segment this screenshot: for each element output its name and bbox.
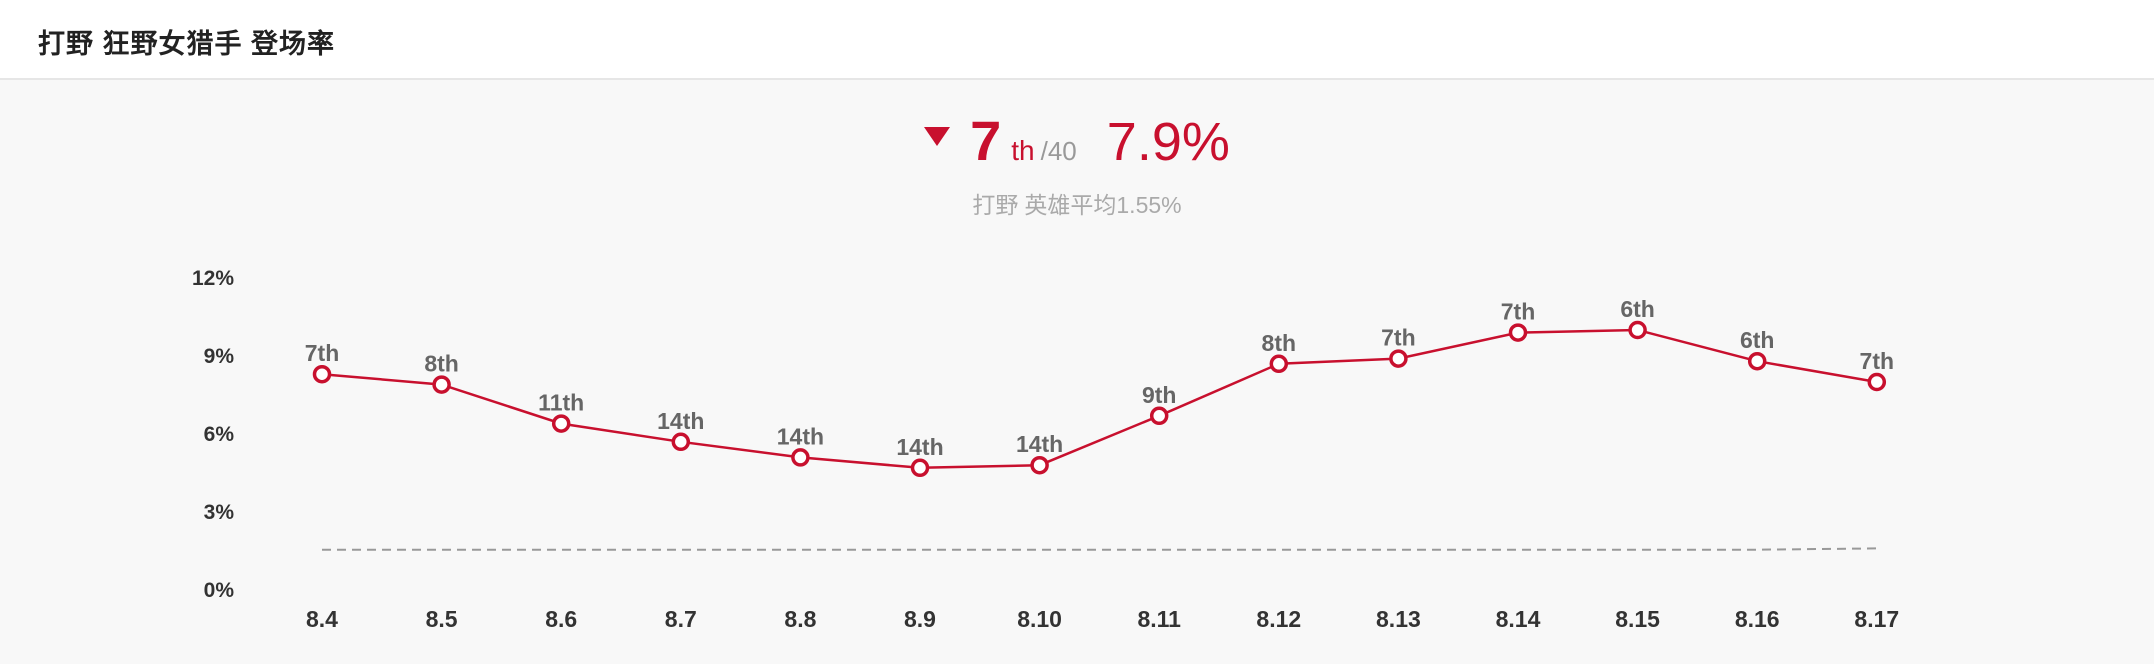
data-point[interactable] <box>1508 323 1528 342</box>
rank-label: 8th <box>1262 330 1297 356</box>
data-point[interactable] <box>312 364 332 384</box>
rank-suffix: th <box>1011 135 1035 166</box>
data-point[interactable] <box>1269 354 1289 374</box>
x-tick-label: 8.17 <box>1854 606 1899 632</box>
data-point[interactable] <box>671 432 691 452</box>
x-tick-label: 8.9 <box>904 606 936 632</box>
data-point[interactable] <box>432 375 451 394</box>
y-tick-label: 12% <box>192 267 234 290</box>
x-tick-label: 8.16 <box>1735 606 1780 632</box>
x-axis: 8.4 8.5 8.6 8.7 8.8 8.9 8.10 8.11 8.12 8.13 8.14 8.… <box>306 606 1899 632</box>
rank-label: 11th <box>538 390 584 416</box>
average-line <box>322 547 1877 551</box>
data-point[interactable] <box>1389 349 1408 368</box>
rank-label: 8th <box>424 351 459 377</box>
triangle-down-icon <box>924 127 951 146</box>
rank-summary: 7 th /40 7.9% <box>0 108 2154 188</box>
rank-label: 7th <box>1381 325 1416 351</box>
rank-label: 7th <box>1501 299 1536 325</box>
data-point[interactable] <box>1030 455 1049 475</box>
rank-total: /40 <box>1040 136 1077 166</box>
x-tick-label: 8.11 <box>1137 606 1181 632</box>
x-tick-label: 8.13 <box>1376 606 1421 632</box>
x-tick-label: 8.10 <box>1017 606 1062 632</box>
rank-label: 9th <box>1142 382 1177 408</box>
x-tick-label: 8.6 <box>545 606 577 632</box>
y-tick-label: 9% <box>204 345 235 368</box>
x-tick-label: 8.4 <box>306 606 338 632</box>
panel-header: 打野 狂野女猎手 登场率 <box>0 0 2154 80</box>
x-tick-label: 8.14 <box>1496 606 1541 632</box>
x-tick-label: 8.12 <box>1256 606 1301 632</box>
y-tick-label: 6% <box>204 423 235 446</box>
rate-line <box>321 328 1878 470</box>
rank-label: 6th <box>1620 296 1655 322</box>
x-tick-label: 8.15 <box>1615 606 1660 632</box>
data-point[interactable] <box>791 448 810 467</box>
role-average-role: 打野 <box>972 192 1019 218</box>
role-average-text: 英雄平均1.55% <box>1024 192 1182 218</box>
rank-label: 6th <box>1740 327 1775 353</box>
role-average: 打野 英雄平均1.55% <box>0 186 2154 220</box>
rank-value: 7 <box>970 109 1002 172</box>
data-point[interactable] <box>910 458 930 478</box>
y-axis: 0% 3% 6% 9% 12% <box>192 267 234 602</box>
x-tick-label: 8.8 <box>784 606 816 632</box>
rank-label: 14th <box>657 408 704 434</box>
rank-label: 14th <box>777 423 824 449</box>
x-tick-label: 8.7 <box>665 606 697 632</box>
average-series <box>322 547 1877 551</box>
data-point[interactable] <box>1149 406 1169 426</box>
x-tick-label: 8.5 <box>426 606 458 632</box>
data-point[interactable] <box>1867 372 1887 392</box>
y-tick-label: 0% <box>204 579 235 602</box>
rank-label: 14th <box>896 434 943 460</box>
rank-label: 7th <box>305 340 340 366</box>
appearance-rate: 7.9% <box>1106 112 1230 172</box>
data-point[interactable] <box>551 414 571 433</box>
data-point[interactable] <box>1628 320 1647 340</box>
y-tick-label: 3% <box>204 501 235 524</box>
rank-label: 7th <box>1860 348 1895 374</box>
data-point[interactable] <box>1747 351 1767 371</box>
panel-title: 打野 狂野女猎手 登场率 <box>38 29 336 59</box>
rate-series: 7th 8th 11th 14th 14th 14th 14th 9th 8th 7th 7th 6t… <box>305 296 1895 478</box>
rank-label: 14th <box>1016 431 1063 457</box>
